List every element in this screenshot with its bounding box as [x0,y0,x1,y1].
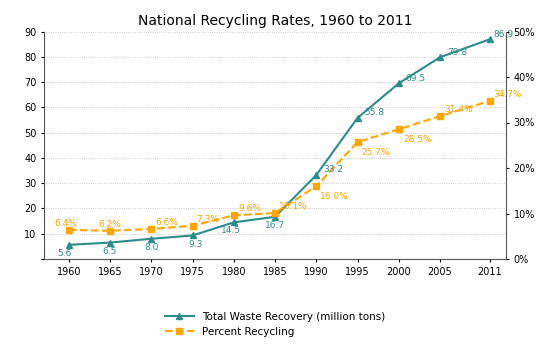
Total Waste Recovery (million tons) [189,233,196,238]
Text: 16.0%: 16.0% [321,192,349,201]
Text: 9.6%: 9.6% [238,204,261,213]
Percent Recycling [272,211,278,215]
Text: 16.7: 16.7 [265,221,285,230]
Percent Recycling [486,99,493,103]
Total Waste Recovery (million tons) [230,220,237,224]
Text: 55.8: 55.8 [365,108,384,117]
Text: 6.2%: 6.2% [98,219,122,229]
Total Waste Recovery (million tons) [107,240,113,245]
Text: 14.5: 14.5 [221,226,241,236]
Total Waste Recovery (million tons) [272,215,278,219]
Text: 25.7%: 25.7% [362,148,390,156]
Text: 9.3: 9.3 [188,240,202,248]
Text: 34.7%: 34.7% [494,90,522,99]
Total Waste Recovery (million tons) [486,37,493,41]
Text: 33.2: 33.2 [323,165,343,174]
Text: 31.4%: 31.4% [444,105,473,114]
Percent Recycling [354,140,361,144]
Total Waste Recovery (million tons) [65,243,72,247]
Text: 7.3%: 7.3% [197,215,219,224]
Percent Recycling [189,224,196,228]
Percent Recycling [395,127,402,132]
Text: 28.5%: 28.5% [403,135,432,144]
Percent Recycling [107,229,113,233]
Percent Recycling [230,213,237,217]
Legend: Total Waste Recovery (million tons), Percent Recycling: Total Waste Recovery (million tons), Per… [161,308,389,341]
Percent Recycling [65,228,72,232]
Percent Recycling [313,184,320,188]
Line: Total Waste Recovery (million tons): Total Waste Recovery (million tons) [65,36,493,248]
Title: National Recycling Rates, 1960 to 2011: National Recycling Rates, 1960 to 2011 [138,14,412,28]
Total Waste Recovery (million tons) [395,81,402,85]
Text: 10.1%: 10.1% [279,202,308,211]
Total Waste Recovery (million tons) [313,173,320,177]
Percent Recycling [437,114,443,118]
Percent Recycling [148,227,155,231]
Total Waste Recovery (million tons) [148,237,155,241]
Text: 5.6: 5.6 [57,249,72,258]
Text: 86.9: 86.9 [494,29,514,38]
Text: 79.8: 79.8 [447,48,467,56]
Text: 8.0: 8.0 [144,243,158,252]
Line: Percent Recycling: Percent Recycling [65,98,493,234]
Total Waste Recovery (million tons) [354,116,361,120]
Text: 69.5: 69.5 [406,74,426,83]
Text: 6.5: 6.5 [103,247,117,256]
Total Waste Recovery (million tons) [437,55,443,60]
Text: 6.6%: 6.6% [156,218,178,227]
Text: 6.4%: 6.4% [54,219,78,228]
